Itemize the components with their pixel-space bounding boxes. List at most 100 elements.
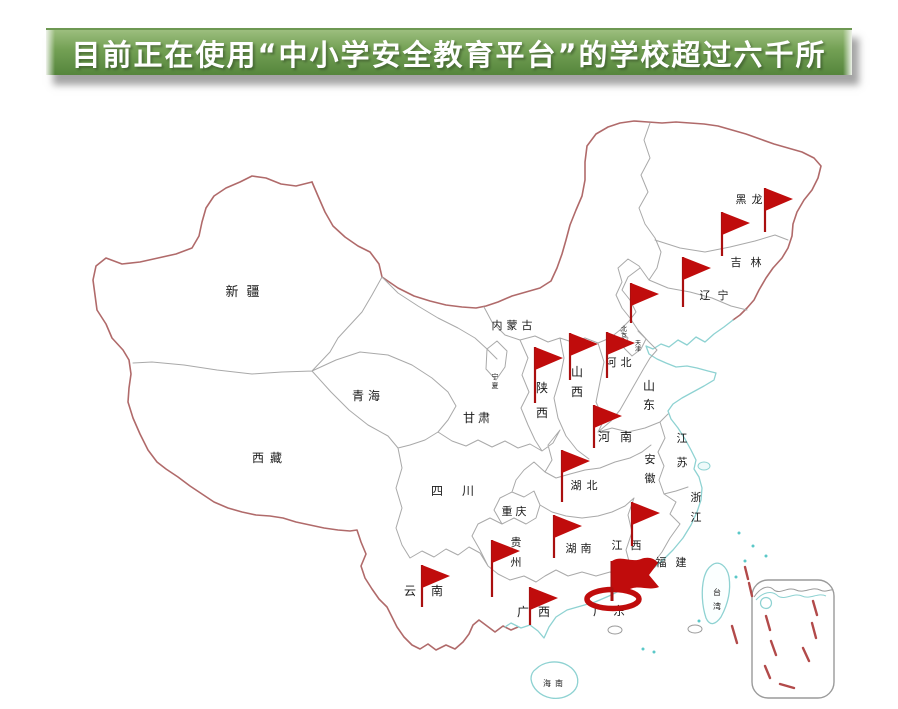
- province-label: 甘肃: [463, 411, 490, 425]
- svg-text:河: 河: [606, 356, 617, 369]
- banner-title: 目前正在使用“中小学安全教育平台”的学校超过六千所: [71, 37, 827, 72]
- national-border-path: [92, 175, 519, 651]
- province-label: 黑龙: [736, 193, 763, 206]
- islet-dots: [641, 531, 768, 654]
- inset-coast-teal: [755, 592, 827, 601]
- svg-text:西: 西: [571, 385, 583, 399]
- province-label: 陕西: [536, 380, 548, 420]
- flag-marker: [629, 283, 659, 323]
- svg-text:江: 江: [677, 432, 688, 445]
- province-label: 内蒙古: [492, 318, 533, 332]
- svg-text:江: 江: [691, 511, 702, 524]
- svg-text:吉: 吉: [731, 256, 742, 269]
- province-label: 河北: [606, 356, 632, 369]
- svg-text:天: 天: [635, 340, 641, 347]
- inset-coastline: [753, 586, 834, 598]
- inset-hainan: [759, 596, 773, 610]
- flag-marker: [528, 587, 558, 625]
- province-label: 广西: [517, 605, 550, 619]
- svg-text:青: 青: [352, 389, 364, 403]
- province-label: 吉林: [731, 255, 762, 269]
- svg-text:藏: 藏: [270, 451, 282, 465]
- svg-text:西: 西: [252, 451, 264, 465]
- coastal-circle: [687, 624, 703, 634]
- svg-text:龙: 龙: [752, 193, 763, 206]
- svg-text:林: 林: [751, 255, 762, 269]
- province-label: 福建: [656, 555, 687, 569]
- province-label: 台湾: [713, 587, 721, 611]
- flag-marker: [763, 188, 793, 232]
- svg-text:宁: 宁: [492, 372, 499, 381]
- svg-text:甘: 甘: [463, 411, 475, 425]
- svg-text:福: 福: [656, 555, 667, 569]
- svg-text:津: 津: [635, 346, 641, 353]
- svg-text:安: 安: [645, 452, 656, 466]
- svg-text:肃: 肃: [478, 411, 490, 425]
- flag-markers-layer: [420, 188, 793, 625]
- svg-text:东: 东: [643, 398, 655, 412]
- province-label: 湖北: [571, 479, 598, 492]
- svg-text:四: 四: [431, 484, 443, 498]
- svg-text:海: 海: [368, 388, 380, 403]
- svg-text:广: 广: [517, 605, 529, 619]
- province-label: 天津: [635, 340, 641, 353]
- svg-text:西: 西: [631, 539, 642, 552]
- svg-text:贵: 贵: [511, 536, 522, 549]
- svg-text:北: 北: [621, 325, 627, 333]
- province-label: 河南: [598, 429, 632, 444]
- flag-marker: [420, 565, 450, 607]
- svg-text:新: 新: [225, 284, 238, 300]
- flag-marker: [533, 347, 563, 403]
- svg-text:古: 古: [522, 319, 533, 332]
- svg-text:苏: 苏: [677, 456, 688, 469]
- svg-text:西: 西: [538, 605, 550, 619]
- province-label: 湖南: [566, 542, 592, 555]
- province-label: 安徽: [645, 452, 656, 485]
- province-labels-layer: 新疆西 藏青 海甘 肃宁夏内蒙古陕西山西河 北北京天津山东河南江苏安徽浙江湖 北四 川重 庆贵…: [225, 193, 762, 688]
- south-china-sea-inset: [730, 565, 835, 699]
- svg-text:宁: 宁: [718, 288, 729, 302]
- flag-marker: [630, 502, 660, 546]
- flag-marker: [681, 257, 711, 307]
- svg-text:川: 川: [462, 484, 474, 498]
- svg-text:陕: 陕: [536, 380, 548, 395]
- province-label: 江苏: [677, 432, 688, 469]
- svg-text:南: 南: [431, 583, 443, 598]
- province-label: 新疆: [225, 284, 259, 300]
- flag-marker: [720, 212, 750, 256]
- province-label: 西藏: [252, 451, 282, 465]
- flag-marker: [584, 557, 659, 612]
- svg-text:南: 南: [555, 678, 563, 688]
- flag-marker: [592, 405, 622, 448]
- hangzhou-bay: [697, 461, 711, 471]
- flag-marker: [552, 515, 582, 558]
- svg-text:浙: 浙: [691, 491, 702, 504]
- province-label: 北京: [621, 325, 627, 340]
- province-label: 贵州: [511, 536, 522, 569]
- national-border-north-path: [311, 120, 822, 321]
- svg-text:庆: 庆: [516, 504, 527, 518]
- province-label: 辽宁: [700, 288, 729, 302]
- svg-text:州: 州: [511, 556, 522, 569]
- svg-text:台: 台: [713, 587, 721, 597]
- province-label: 青海: [352, 388, 380, 403]
- svg-text:蒙: 蒙: [507, 319, 518, 332]
- svg-text:湾: 湾: [713, 601, 721, 611]
- svg-text:京: 京: [621, 332, 627, 340]
- banner: 目前正在使用“中小学安全教育平台”的学校超过六千所: [46, 28, 852, 75]
- province-label: 云南: [404, 583, 443, 598]
- province-label: 四川: [431, 484, 474, 498]
- hongkong-circle: [607, 625, 623, 635]
- province-label: 重庆: [502, 504, 527, 518]
- svg-text:山: 山: [571, 365, 583, 379]
- svg-text:建: 建: [676, 555, 687, 569]
- svg-text:北: 北: [587, 479, 598, 492]
- svg-text:黑: 黑: [736, 193, 747, 206]
- svg-text:湖: 湖: [571, 479, 582, 492]
- svg-text:湖: 湖: [566, 542, 577, 555]
- nine-dash-line: [730, 565, 819, 690]
- province-label: 海南: [543, 678, 563, 688]
